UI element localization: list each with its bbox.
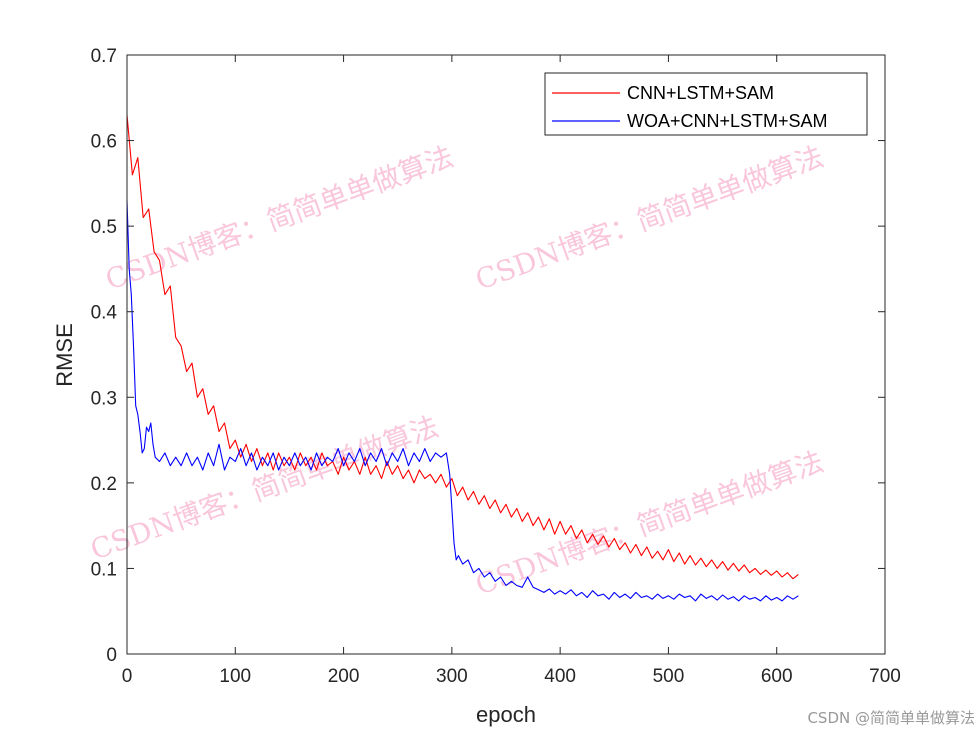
legend: CNN+LSTM+SAM WOA+CNN+LSTM+SAM: [544, 72, 868, 136]
axes-box: [126, 54, 886, 655]
x-tick-label: 200: [328, 666, 360, 687]
x-axis-label: epoch: [476, 702, 536, 727]
y-tick-label: 0.7: [91, 46, 117, 67]
y-tick-label: 0.1: [91, 559, 117, 580]
x-tick-label: 600: [761, 666, 793, 687]
series-layer: [126, 114, 799, 602]
ticks: 0 100 200 300 400 500 600 700 0 0.1 0.2 0.3 0.4 0.5 0.…: [91, 46, 901, 687]
series-line-woa-cnn-lstm-sam: [126, 200, 799, 602]
y-axis-label: RMSE: [52, 323, 77, 387]
y-tick-label: 0.2: [91, 474, 117, 495]
x-tick-label: 0: [122, 666, 133, 687]
y-tick-label: 0.4: [91, 303, 118, 324]
plot-area: [127, 55, 885, 654]
legend-label-cnn-lstm-sam: CNN+LSTM+SAM: [627, 83, 774, 103]
y-tick-label: 0.6: [91, 132, 117, 153]
y-tick-label: 0.5: [91, 217, 117, 238]
x-tick-label: 400: [544, 666, 576, 687]
y-tick-label: 0.3: [91, 388, 117, 409]
x-tick-label: 300: [436, 666, 468, 687]
legend-label-woa-cnn-lstm-sam: WOA+CNN+LSTM+SAM: [627, 111, 828, 131]
x-tick-label: 500: [653, 666, 685, 687]
y-tick-label: 0: [106, 645, 117, 666]
credit-text: CSDN @简简单单做算法: [807, 709, 975, 727]
legend-box: [544, 72, 868, 136]
x-tick-label: 700: [869, 666, 901, 687]
x-tick-label: 100: [219, 666, 251, 687]
